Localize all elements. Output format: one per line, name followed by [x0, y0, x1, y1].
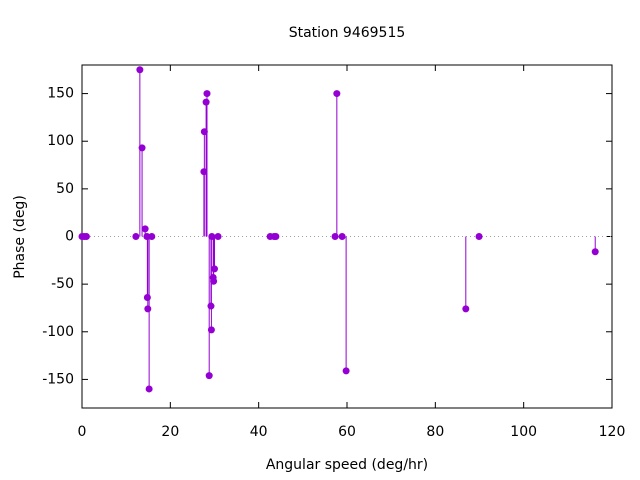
x-tick-label: 0	[78, 424, 87, 440]
point	[202, 98, 210, 106]
y-axis-label: Phase (deg)	[12, 195, 28, 279]
x-tick-label: 20	[161, 424, 179, 440]
point	[141, 225, 149, 233]
point	[475, 233, 483, 240]
point	[145, 385, 153, 393]
point	[338, 233, 346, 240]
point	[207, 326, 215, 334]
point	[148, 233, 156, 240]
x-tick-label: 60	[338, 424, 356, 440]
point	[144, 305, 152, 313]
x-tick-label: 40	[250, 424, 268, 440]
x-tick-label: 120	[599, 424, 626, 440]
point	[138, 144, 146, 152]
point	[333, 90, 341, 98]
point	[331, 233, 339, 240]
y-tick-label: 100	[47, 133, 74, 149]
chart-title: Station 9469515	[289, 25, 406, 41]
point	[210, 277, 218, 285]
y-tick-label: 50	[56, 181, 74, 197]
y-tick-label: -150	[42, 371, 74, 387]
y-tick-label: -50	[51, 276, 74, 292]
point	[132, 233, 140, 240]
point	[214, 233, 222, 240]
y-tick-label: -100	[42, 324, 74, 340]
point	[205, 372, 213, 380]
point	[462, 305, 470, 313]
point	[211, 265, 218, 273]
y-tick-label: 150	[47, 86, 74, 102]
point	[82, 233, 90, 240]
x-tick-label: 100	[510, 424, 537, 440]
point	[342, 367, 350, 375]
point	[591, 248, 599, 256]
point	[272, 233, 280, 240]
point	[136, 66, 144, 74]
x-tick-label: 80	[426, 424, 444, 440]
x-axis-label: Angular speed (deg/hr)	[266, 457, 428, 473]
point	[203, 90, 211, 98]
y-tick-label: 0	[65, 229, 74, 245]
